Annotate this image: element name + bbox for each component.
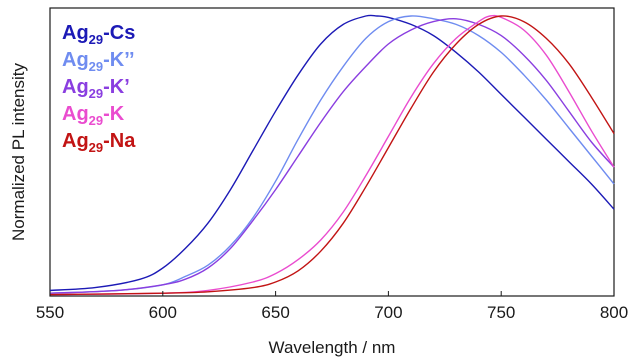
legend-entry-2: Ag29-K’	[62, 76, 130, 101]
x-axis: 550 600 650 700 750 800	[36, 291, 628, 322]
x-tick-label-5: 800	[600, 303, 628, 322]
series-line-0	[49, 14, 615, 292]
y-axis-title: Normalized PL intensity	[9, 63, 28, 241]
series-line-4	[49, 15, 615, 296]
x-tick-label-0: 550	[36, 303, 64, 322]
series-line-2	[49, 18, 615, 294]
legend-entry-3: Ag29-K	[62, 103, 125, 128]
legend-entry-1: Ag29-K’’	[62, 49, 135, 74]
legend-entry-0: Ag29-Cs	[62, 22, 135, 47]
series-line-1	[49, 15, 615, 294]
x-tick-label-3: 700	[374, 303, 402, 322]
plot-frame	[49, 7, 615, 297]
x-tick-label-4: 750	[487, 303, 515, 322]
x-tick-label-2: 650	[261, 303, 289, 322]
x-tick-label-1: 600	[149, 303, 177, 322]
series-line-3	[49, 14, 615, 296]
series-layer	[49, 14, 615, 296]
legend-entry-4: Ag29-Na	[62, 130, 136, 155]
x-axis-title: Wavelength / nm	[269, 338, 396, 357]
